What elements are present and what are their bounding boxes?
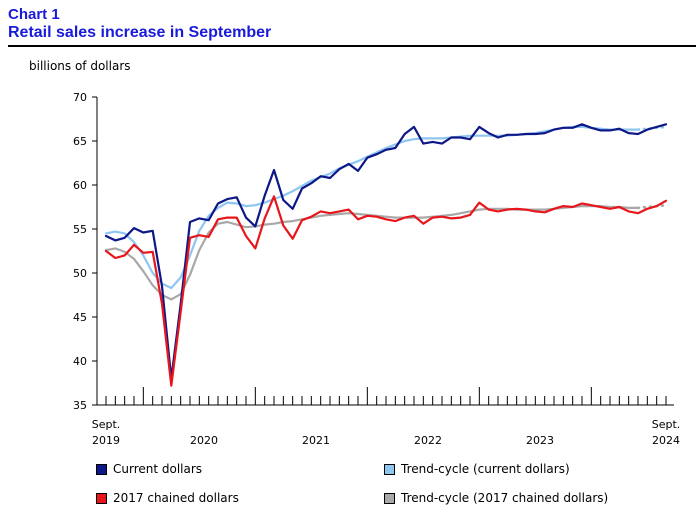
legend-swatch-trend-chained [384,492,395,504]
legend-item-current: Current dollars [96,462,202,476]
legend-swatch-trend-current [384,463,395,475]
legend-label-chained: 2017 chained dollars [113,491,239,505]
y-tick-label-65: 65 [73,135,87,148]
legend-label-trend-current: Trend-cycle (current dollars) [401,462,570,476]
chart-header: Chart 1 Retail sales increase in Septemb… [8,6,696,42]
series-current-dollars [104,123,668,380]
x-tick-label-year-3: 2022 [414,434,442,447]
x-tick-label-year-2: 2021 [302,434,330,447]
x-tick-label-year-5: 2024 [652,434,680,447]
x-tick-label-year-4: 2023 [526,434,554,447]
y-tick-label-45: 45 [73,311,87,324]
x-tick-label-month-0: Sept. [92,418,121,431]
legend-item-chained: 2017 chained dollars [96,491,239,505]
chart-title: Retail sales increase in September [8,24,272,41]
header-divider [8,45,696,47]
x-tick-label-month-5: Sept. [652,418,681,431]
legend-label-trend-chained: Trend-cycle (2017 chained dollars) [401,491,609,505]
y-tick-label-40: 40 [73,355,87,368]
legend-item-trend-current: Trend-cycle (current dollars) [384,462,570,476]
y-tick-label-55: 55 [73,223,87,236]
x-tick-label-year-1: 2020 [190,434,218,447]
legend-swatch-current [96,463,107,475]
chart-number: Chart 1 [8,6,60,23]
legend-item-trend-chained: Trend-cycle (2017 chained dollars) [384,491,608,505]
y-tick-label-60: 60 [73,179,87,192]
y-tick-label-35: 35 [73,399,87,412]
legend-label-current: Current dollars [113,462,203,476]
y-tick-label-70: 70 [73,91,87,104]
y-axis-label: billions of dollars [29,59,131,73]
series-chained-dollars [104,195,668,387]
y-tick-label-50: 50 [73,267,87,280]
x-tick-label-year-0: 2019 [92,434,120,447]
legend-swatch-chained [96,492,107,504]
